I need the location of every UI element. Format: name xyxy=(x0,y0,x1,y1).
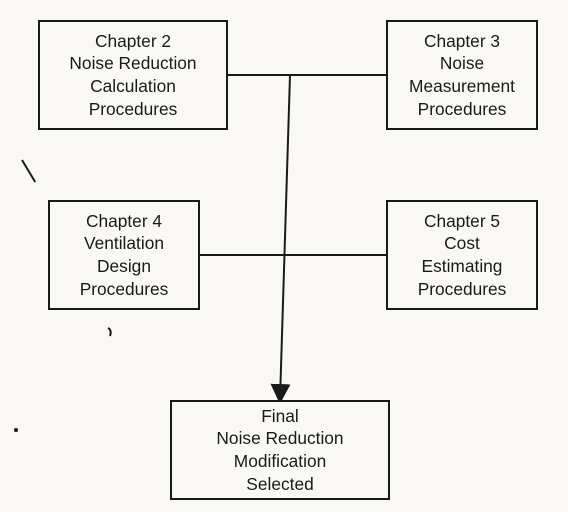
node-label-line: Measurement xyxy=(409,75,515,98)
node-label-line: Chapter 3 xyxy=(424,30,500,53)
node-final: FinalNoise ReductionModificationSelected xyxy=(170,400,390,500)
node-label-line: Chapter 4 xyxy=(86,210,162,233)
node-label: Chapter 4VentilationDesignProcedures xyxy=(80,210,169,300)
node-label-line: Procedures xyxy=(418,278,507,301)
node-ch4: Chapter 4VentilationDesignProcedures xyxy=(48,200,200,310)
node-label: Chapter 2Noise ReductionCalculationProce… xyxy=(69,30,196,120)
node-ch5: Chapter 5CostEstimatingProcedures xyxy=(386,200,538,310)
node-ch3: Chapter 3NoiseMeasurementProcedures xyxy=(386,20,538,130)
stray-mark-1 xyxy=(108,328,111,336)
node-label-line: Cost xyxy=(444,232,480,255)
node-label-line: Procedures xyxy=(89,98,178,121)
node-label-line: Ventilation xyxy=(84,232,164,255)
edge-2 xyxy=(280,75,290,400)
node-ch2: Chapter 2Noise ReductionCalculationProce… xyxy=(38,20,228,130)
node-label-line: Calculation xyxy=(90,75,176,98)
node-label: Chapter 3NoiseMeasurementProcedures xyxy=(409,30,515,120)
node-label-line: Noise xyxy=(440,52,484,75)
node-label-line: Design xyxy=(97,255,151,278)
node-label-line: Chapter 5 xyxy=(424,210,500,233)
stray-mark-3 xyxy=(14,428,18,432)
node-label: Chapter 5CostEstimatingProcedures xyxy=(418,210,507,300)
node-label-line: Modification xyxy=(234,450,326,473)
node-label-line: Final xyxy=(261,405,299,428)
node-label-line: Noise Reduction xyxy=(69,52,196,75)
node-label-line: Procedures xyxy=(80,278,169,301)
node-label-line: Procedures xyxy=(418,98,507,121)
diagram-canvas: Chapter 2Noise ReductionCalculationProce… xyxy=(0,0,568,512)
stray-mark-0 xyxy=(22,160,35,182)
node-label: FinalNoise ReductionModificationSelected xyxy=(216,405,343,495)
node-label-line: Estimating xyxy=(422,255,503,278)
node-label-line: Selected xyxy=(246,473,313,496)
node-label-line: Chapter 2 xyxy=(95,30,171,53)
node-label-line: Noise Reduction xyxy=(216,427,343,450)
